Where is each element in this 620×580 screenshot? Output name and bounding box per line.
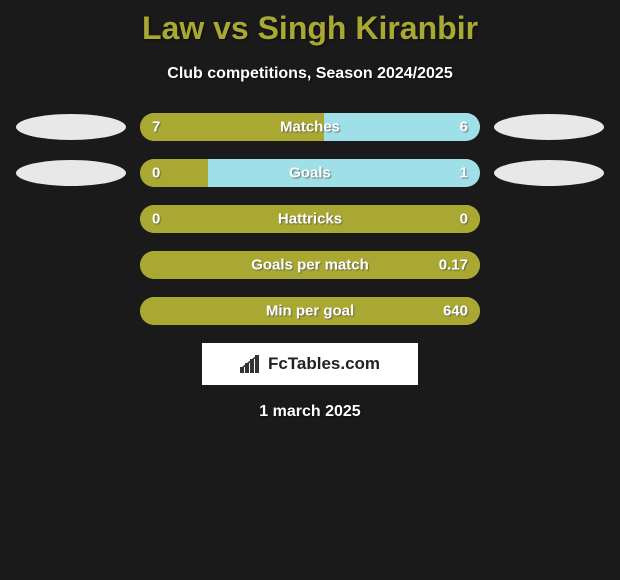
left-ellipse	[16, 160, 126, 186]
stat-name: Matches	[280, 119, 340, 136]
stat-row: 640 Min per goal	[0, 297, 620, 325]
page-title: Law vs Singh Kiranbir	[0, 0, 620, 47]
date-label: 1 march 2025	[0, 403, 620, 421]
stat-row: 7 6 Matches	[0, 113, 620, 141]
brand-badge: FcTables.com	[202, 343, 418, 385]
brand-text: FcTables.com	[268, 354, 380, 374]
subtitle: Club competitions, Season 2024/2025	[0, 65, 620, 83]
stat-name: Goals	[289, 165, 331, 182]
right-ellipse	[494, 114, 604, 140]
stat-bar: 0 0 Hattricks	[140, 205, 480, 233]
stat-bar: 0 1 Goals	[140, 159, 480, 187]
stat-bar: 7 6 Matches	[140, 113, 480, 141]
stat-row: 0 1 Goals	[0, 159, 620, 187]
right-ellipse	[494, 160, 604, 186]
left-value: 0	[152, 165, 160, 182]
stat-row: 0 0 Hattricks	[0, 205, 620, 233]
left-value: 7	[152, 119, 160, 136]
right-value: 0	[460, 211, 468, 228]
right-value: 0.17	[439, 257, 468, 274]
stat-bar: 640 Min per goal	[140, 297, 480, 325]
right-value: 1	[460, 165, 468, 182]
left-ellipse	[16, 114, 126, 140]
bar-right-fill	[324, 113, 480, 141]
bar-left-fill	[140, 159, 208, 187]
stat-row: 0.17 Goals per match	[0, 251, 620, 279]
stat-name: Min per goal	[266, 303, 354, 320]
stat-name: Goals per match	[251, 257, 369, 274]
right-value: 6	[460, 119, 468, 136]
stat-bar: 0.17 Goals per match	[140, 251, 480, 279]
stat-name: Hattricks	[278, 211, 342, 228]
bar-right-fill	[208, 159, 480, 187]
stats-rows: 7 6 Matches 0 1 Goals 0 0 Hattricks 0.17 Goals per…	[0, 113, 620, 325]
bars-icon	[240, 355, 262, 373]
right-value: 640	[443, 303, 468, 320]
left-value: 0	[152, 211, 160, 228]
